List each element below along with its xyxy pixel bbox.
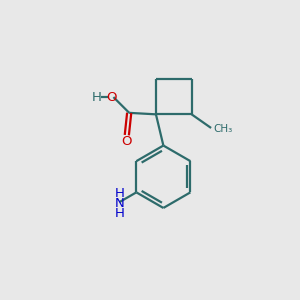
Text: H: H [92,91,101,103]
Text: N: N [115,197,124,210]
Text: H: H [115,207,124,220]
Text: O: O [107,91,117,103]
Text: O: O [122,135,132,148]
Text: CH₃: CH₃ [214,124,233,134]
Text: H: H [115,187,124,200]
